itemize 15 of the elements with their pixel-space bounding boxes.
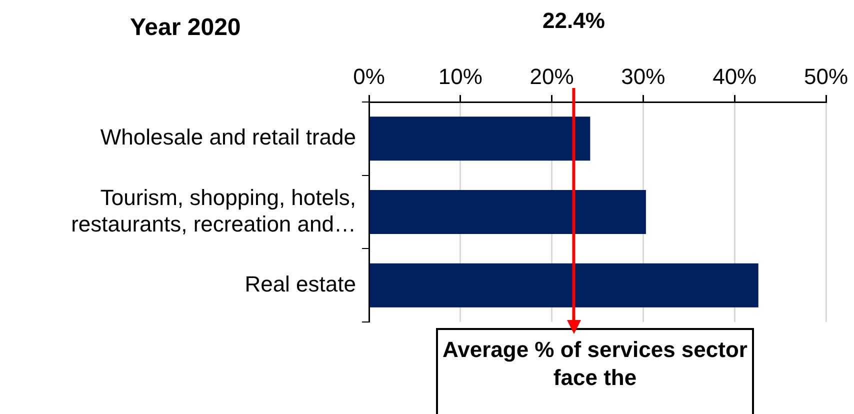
x-tick-label: 30% [621, 64, 666, 89]
bar [370, 190, 646, 234]
bar [370, 116, 590, 161]
y-tick-label: Tourism, shopping, hotels, restaurants, recreation and… [71, 184, 356, 236]
text: Average % of services sector face the [436, 328, 754, 414]
x-tick-label: 40% [712, 64, 757, 89]
ref-line-label: 22.4% [542, 8, 605, 34]
x-tick-label: 50% [804, 64, 848, 89]
y-tick-label: Wholesale and retail trade [100, 124, 356, 150]
bar [370, 263, 758, 308]
x-tick-label: 0% [353, 64, 385, 89]
y-tick-label: Real estate [244, 271, 356, 296]
x-tick-label: 10% [438, 64, 482, 89]
chart-title: Year 2020 [130, 14, 241, 42]
x-tick-label: 20% [530, 64, 574, 89]
